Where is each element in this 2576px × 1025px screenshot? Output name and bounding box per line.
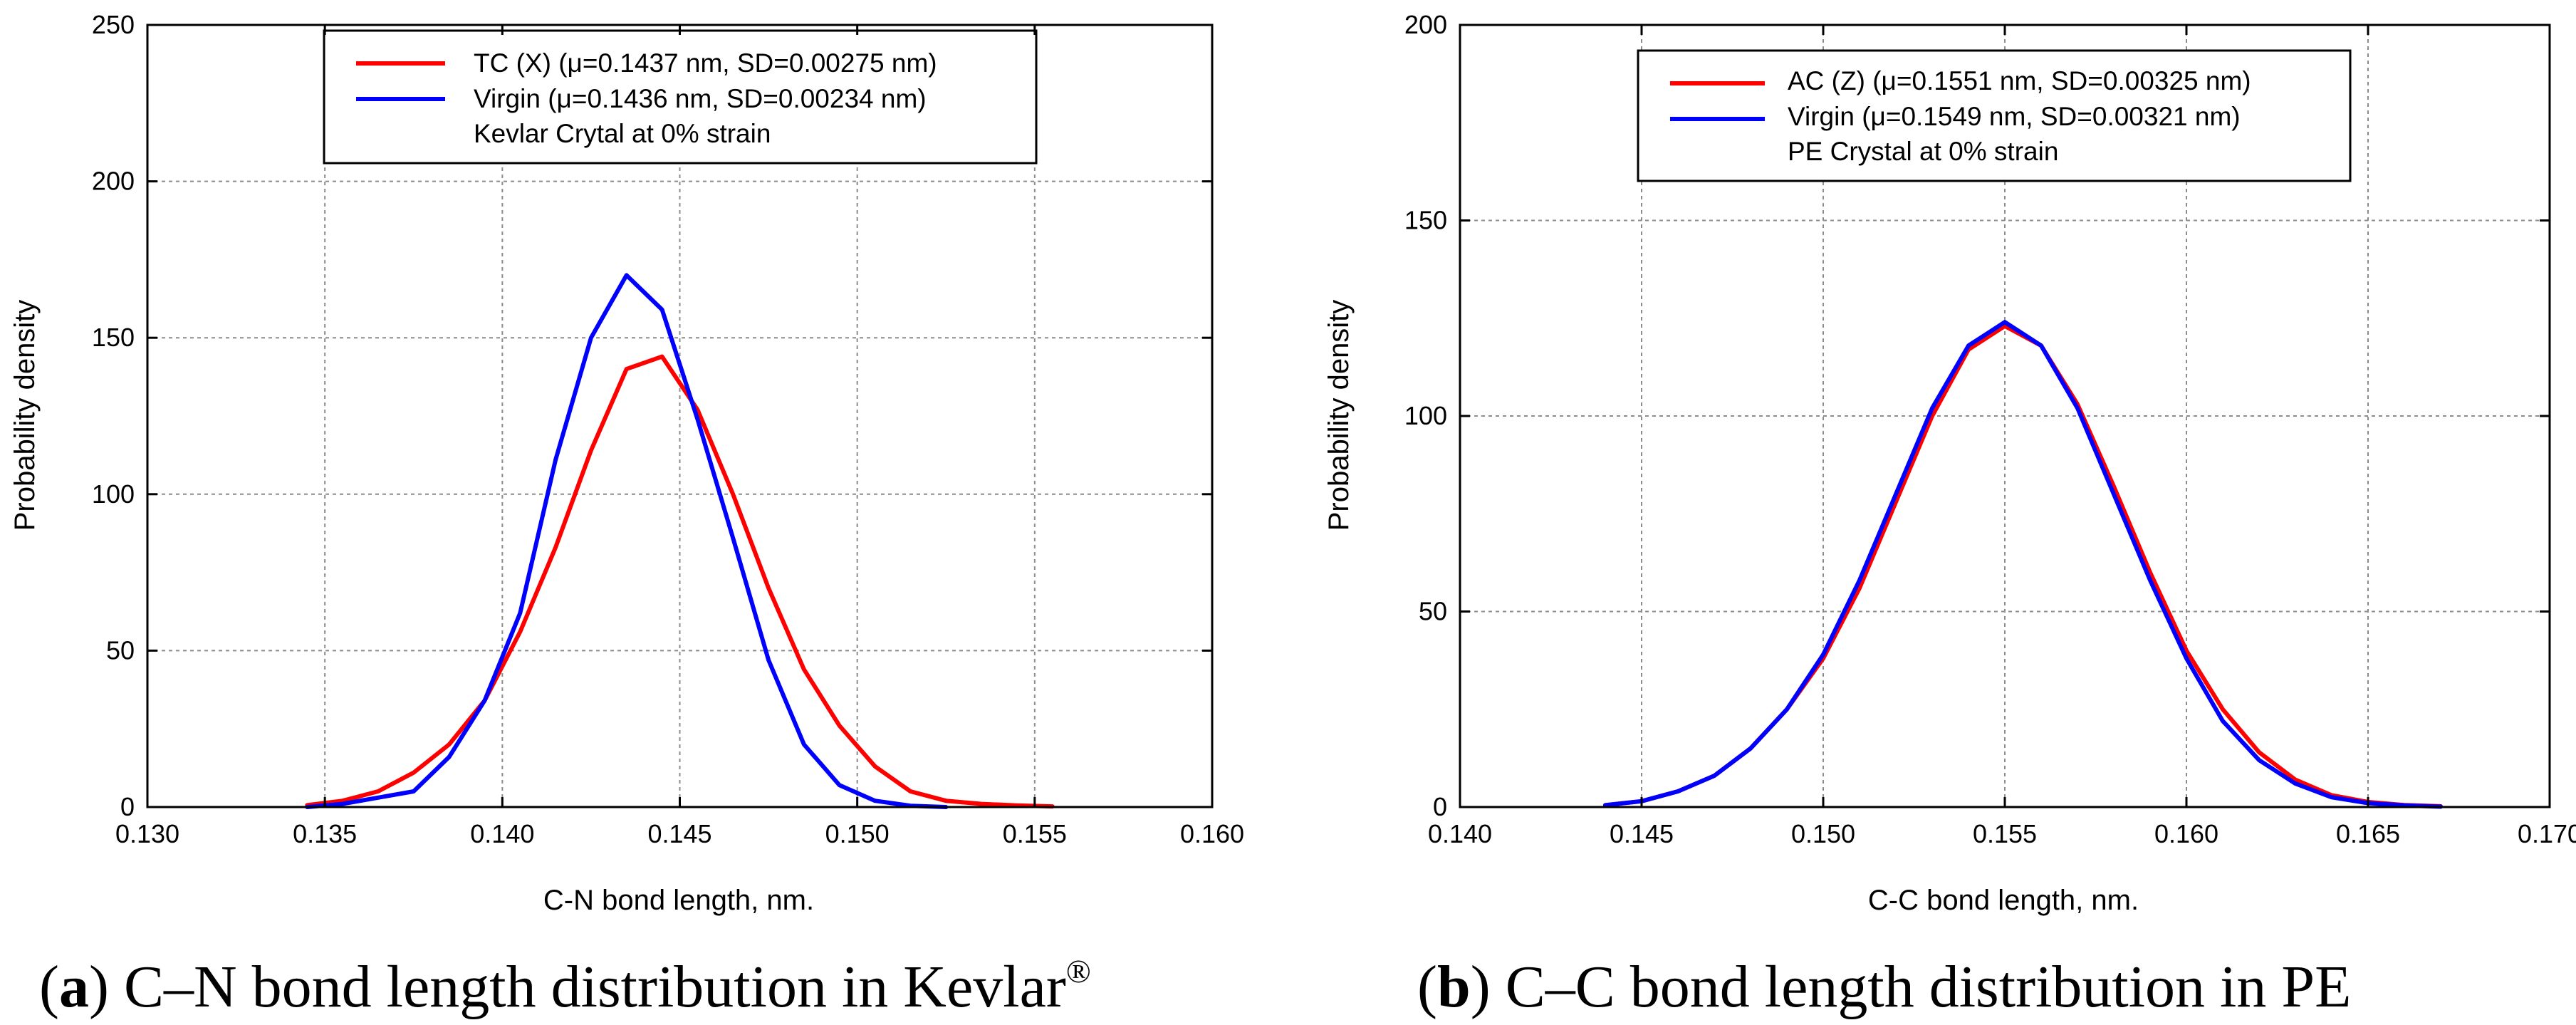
pb-series-line-blue <box>1603 320 2443 809</box>
legend-label-virgin-a: Virgin (μ=0.1436 nm, SD=0.00234 nm) <box>474 84 927 113</box>
pa-y-tick-label: 100 <box>92 479 135 509</box>
pb-x-tick-label: 0.170 <box>2518 819 2576 848</box>
y-axis-label-b: Probability density <box>1323 300 1355 531</box>
pa-y-tick-label: 200 <box>92 167 135 196</box>
pb-x-tick-label: 0.145 <box>1610 819 1674 848</box>
chart-panel-a: Probability density C-N bond length, nm.… <box>9 10 1244 916</box>
caption-b-text: C–C bond length distribution in PE <box>1506 954 2352 1020</box>
pa-x-tick-label: 0.160 <box>1180 819 1244 848</box>
pb-y-tick-label: 50 <box>1419 597 1447 626</box>
x-axis-label-b: C-C bond length, nm. <box>1868 885 2139 916</box>
chart-panel-b: Probability density C-C bond length, nm.… <box>1323 10 2576 916</box>
pb-x-tick-label: 0.150 <box>1791 819 1855 848</box>
legend-label-ac: AC (Z) (μ=0.1551 nm, SD=0.00325 nm) <box>1788 66 2251 95</box>
caption-a-label: a <box>59 954 89 1020</box>
pa-y-tick-label: 150 <box>92 323 135 352</box>
pa-x-tick-label: 0.140 <box>470 819 534 848</box>
pb-legend-box <box>1637 49 2352 182</box>
caption-b-label: b <box>1437 954 1471 1020</box>
pa-x-tick-label: 0.155 <box>1003 819 1067 848</box>
pb-x-tick-label: 0.140 <box>1428 819 1492 848</box>
pb-y-tick-label: 200 <box>1404 10 1447 39</box>
pa-x-tick-label: 0.150 <box>825 819 890 848</box>
legend-label-virgin-b: Virgin (μ=0.1549 nm, SD=0.00321 nm) <box>1788 102 2241 131</box>
pa-x-tick-label: 0.135 <box>293 819 357 848</box>
x-axis-label-a: C-N bond length, nm. <box>543 885 814 916</box>
pb-series-line-red <box>1603 323 2443 808</box>
pa-x-tick-label: 0.145 <box>647 819 711 848</box>
pb-y-tick-label: 150 <box>1404 206 1447 235</box>
y-axis-label-a: Probability density <box>9 300 41 531</box>
legend-note-b: PE Crystal at 0% strain <box>1788 137 2058 166</box>
pa-y-tick-label: 0 <box>120 792 135 821</box>
pb-y-tick-label: 0 <box>1433 792 1447 821</box>
legend-label-tc: TC (X) (μ=0.1437 nm, SD=0.00275 nm) <box>474 48 937 78</box>
caption-a: (a) C–N bond length distribution in Kevl… <box>39 953 1091 1020</box>
legend-note-a: Kevlar Crytal at 0% strain <box>474 119 771 148</box>
caption-b: (b) C–C bond length distribution in PE <box>1417 954 2351 1020</box>
caption-a-text: C–N bond length distribution in Kevlar <box>124 954 1066 1020</box>
pb-x-tick-label: 0.160 <box>2154 819 2218 848</box>
pa-series-line-red <box>305 354 1055 809</box>
pa-x-tick-label: 0.130 <box>115 819 179 848</box>
pb-x-tick-label: 0.155 <box>1973 819 2037 848</box>
pb-x-tick-label: 0.165 <box>2336 819 2400 848</box>
pa-y-tick-label: 250 <box>92 10 135 39</box>
pa-series-line-blue <box>305 273 949 809</box>
pa-y-tick-label: 50 <box>106 635 135 665</box>
caption-a-sup: ® <box>1066 953 1091 989</box>
pb-y-tick-label: 100 <box>1404 401 1447 430</box>
